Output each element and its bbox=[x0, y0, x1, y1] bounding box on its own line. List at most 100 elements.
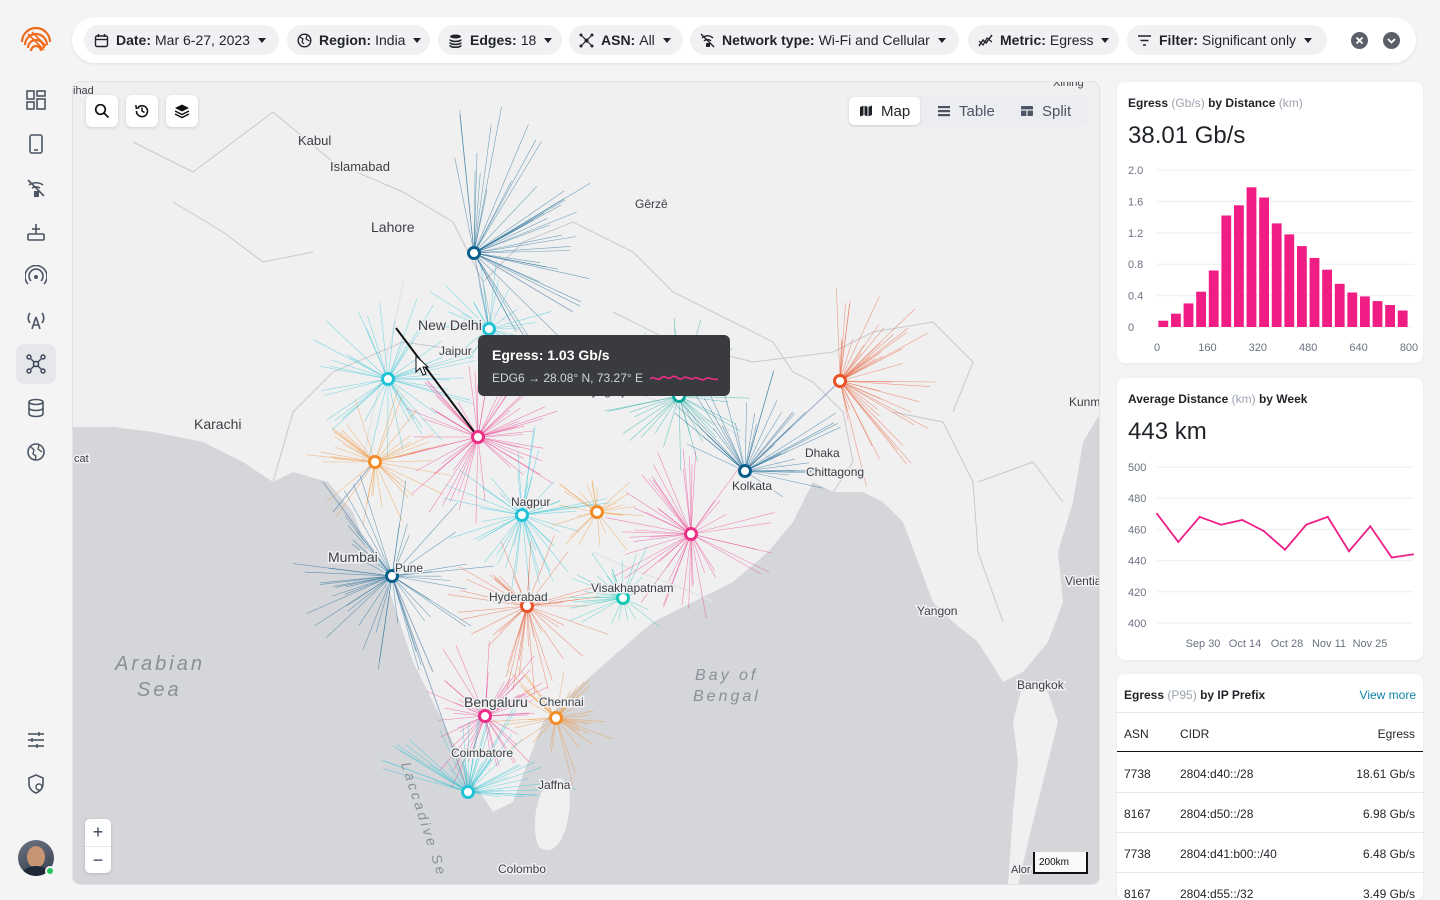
clear-filters-close-icon[interactable] bbox=[1351, 32, 1368, 49]
edge-hub-marker[interactable] bbox=[515, 508, 529, 522]
edge-hub-marker[interactable] bbox=[590, 505, 604, 519]
network-map[interactable]: Kabul Islamabad Lahore Gêrzê New Delhi Jaipur… bbox=[72, 81, 1100, 885]
filter-date-chip[interactable]: Date: Mar 6-27, 2023 bbox=[84, 25, 279, 55]
column-header-asn[interactable]: ASN bbox=[1124, 727, 1149, 741]
city-label: Kabul bbox=[298, 133, 331, 148]
distance-bar[interactable] bbox=[1259, 197, 1269, 328]
table-row[interactable]: 8167 2804:d50::/28 6.98 Gb/s bbox=[1117, 793, 1423, 833]
view-more-link[interactable]: View more bbox=[1359, 688, 1416, 702]
distance-bar[interactable] bbox=[1360, 296, 1370, 327]
distance-bar[interactable] bbox=[1347, 292, 1358, 328]
edge-hub-marker[interactable] bbox=[738, 464, 752, 478]
chart-title-unit2: (km) bbox=[1278, 96, 1303, 110]
malay-peninsula bbox=[1008, 682, 1058, 884]
nav-device-icon[interactable] bbox=[16, 124, 56, 164]
distance-bar[interactable] bbox=[1372, 301, 1383, 327]
edge-hub-marker[interactable] bbox=[684, 527, 698, 541]
sri-lanka bbox=[534, 778, 570, 851]
card-title: Egress (P95) by IP Prefix bbox=[1124, 688, 1265, 702]
distance-bar[interactable] bbox=[1158, 320, 1169, 327]
nav-database-icon[interactable] bbox=[16, 388, 56, 428]
distance-bar[interactable] bbox=[1171, 313, 1181, 327]
zoom-controls: + − bbox=[85, 819, 111, 873]
selected-link[interactable] bbox=[395, 327, 479, 438]
distance-bar[interactable] bbox=[1183, 303, 1194, 327]
distance-bar[interactable] bbox=[1322, 269, 1332, 327]
city-label: Dhaka bbox=[805, 446, 840, 460]
filter-significance-chip[interactable]: Filter: Significant only bbox=[1127, 25, 1327, 55]
average-distance-line-chart[interactable]: 400 420 440 460 480 500 Sep 30 Oct 14 Oct 28 Nov … bbox=[1117, 378, 1423, 660]
edge-hub-marker[interactable] bbox=[368, 455, 382, 469]
filter-label: Metric: bbox=[1000, 32, 1046, 48]
expand-filters-chevron-down-icon[interactable] bbox=[1383, 32, 1400, 49]
distance-bar[interactable] bbox=[1221, 215, 1232, 328]
row-asn: 7738 bbox=[1124, 847, 1151, 861]
distance-bar[interactable] bbox=[1297, 246, 1307, 327]
edge-hub-marker[interactable] bbox=[833, 374, 847, 388]
city-label: Lahore bbox=[371, 219, 415, 235]
row-asn: 8167 bbox=[1124, 807, 1151, 821]
brand-logo-icon[interactable] bbox=[18, 24, 54, 60]
zoom-in-button[interactable]: + bbox=[92, 822, 104, 842]
city-label: Alor bbox=[1011, 864, 1031, 876]
distance-bar[interactable] bbox=[1309, 257, 1320, 327]
view-table-label: Table bbox=[959, 102, 995, 120]
distance-bar[interactable] bbox=[1234, 205, 1244, 327]
distance-bar[interactable] bbox=[1196, 291, 1206, 327]
filter-edges-chip[interactable]: Edges: 18 bbox=[438, 25, 562, 55]
zoom-out-button[interactable]: − bbox=[85, 846, 111, 873]
distance-bar[interactable] bbox=[1397, 310, 1408, 328]
sea-label: Bay of bbox=[695, 667, 758, 684]
nav-wireless-icon[interactable] bbox=[16, 168, 56, 208]
table-row[interactable]: 8167 2804:d55::/32 3.49 Gb/s bbox=[1117, 873, 1423, 900]
view-map-label: Map bbox=[881, 102, 911, 120]
distance-bar[interactable] bbox=[1208, 270, 1219, 328]
distance-bar[interactable] bbox=[1284, 234, 1295, 327]
nav-dashboard-icon[interactable] bbox=[16, 80, 56, 120]
distance-bar[interactable] bbox=[1385, 305, 1395, 327]
map-canvas[interactable]: Kabul Islamabad Lahore Gêrzê New Delhi Jaipur… bbox=[73, 82, 1100, 885]
egress-distance-bar-chart[interactable]: 0 0.4 0.8 1.2 1.6 2.0 0 160 320 480 640 800 bbox=[1117, 82, 1423, 363]
calendar-icon bbox=[94, 33, 109, 48]
nav-router-icon[interactable] bbox=[16, 212, 56, 252]
view-toggle: Map Table Split bbox=[846, 95, 1088, 127]
filter-region-chip[interactable]: Region: India bbox=[287, 25, 430, 55]
nav-security-shield-icon[interactable] bbox=[16, 764, 56, 804]
edge-hub-marker[interactable] bbox=[385, 569, 399, 583]
nav-globe-icon[interactable] bbox=[16, 432, 56, 472]
nav-broadcast-icon[interactable] bbox=[16, 256, 56, 296]
table-icon bbox=[938, 106, 950, 117]
edge-hub-marker[interactable] bbox=[381, 372, 395, 386]
distance-bar[interactable] bbox=[1334, 283, 1345, 327]
filter-metric-chip[interactable]: Metric: Egress bbox=[968, 25, 1119, 55]
nav-topology-icon[interactable] bbox=[16, 344, 56, 384]
view-map-button[interactable]: Map bbox=[849, 97, 921, 125]
nav-antenna-icon[interactable] bbox=[16, 300, 56, 340]
filter-asn-chip[interactable]: ASN: All bbox=[569, 25, 683, 55]
column-header-cidr[interactable]: CIDR bbox=[1180, 727, 1210, 741]
map-history-icon[interactable] bbox=[126, 95, 158, 127]
view-split-button[interactable]: Split bbox=[1010, 97, 1081, 125]
edge-hub-marker[interactable] bbox=[549, 711, 563, 725]
distance-bar[interactable] bbox=[1246, 187, 1257, 327]
nav-settings-sliders-icon[interactable] bbox=[16, 720, 56, 760]
edge-hub-marker[interactable] bbox=[616, 591, 630, 605]
distance-bar[interactable] bbox=[1271, 223, 1282, 327]
view-table-button[interactable]: Table bbox=[927, 97, 1005, 125]
column-header-egress[interactable]: Egress bbox=[1377, 727, 1415, 741]
map-search-icon[interactable] bbox=[86, 95, 118, 127]
row-egress: 18.61 Gb/s bbox=[1356, 767, 1415, 781]
filter-network-type-chip[interactable]: Network type: Wi-Fi and Cellular bbox=[690, 25, 959, 55]
distance-line[interactable] bbox=[1156, 513, 1414, 559]
edge-hub-marker[interactable] bbox=[478, 709, 492, 723]
x-tick-label: 480 bbox=[1299, 342, 1317, 354]
edge-hub-marker[interactable] bbox=[520, 599, 534, 613]
y-tick-label: 0 bbox=[1128, 322, 1134, 334]
edge-hub-marker[interactable] bbox=[461, 785, 475, 799]
map-layers-icon[interactable] bbox=[166, 95, 198, 127]
edge-hub-marker[interactable] bbox=[467, 246, 481, 260]
table-row[interactable]: 7738 2804:d41:b00::/40 6.48 Gb/s bbox=[1117, 833, 1423, 873]
edge-hub-marker[interactable] bbox=[471, 430, 485, 444]
edge-hub-marker[interactable] bbox=[482, 322, 496, 336]
table-row[interactable]: 7738 2804:d40::/28 18.61 Gb/s bbox=[1117, 753, 1423, 793]
